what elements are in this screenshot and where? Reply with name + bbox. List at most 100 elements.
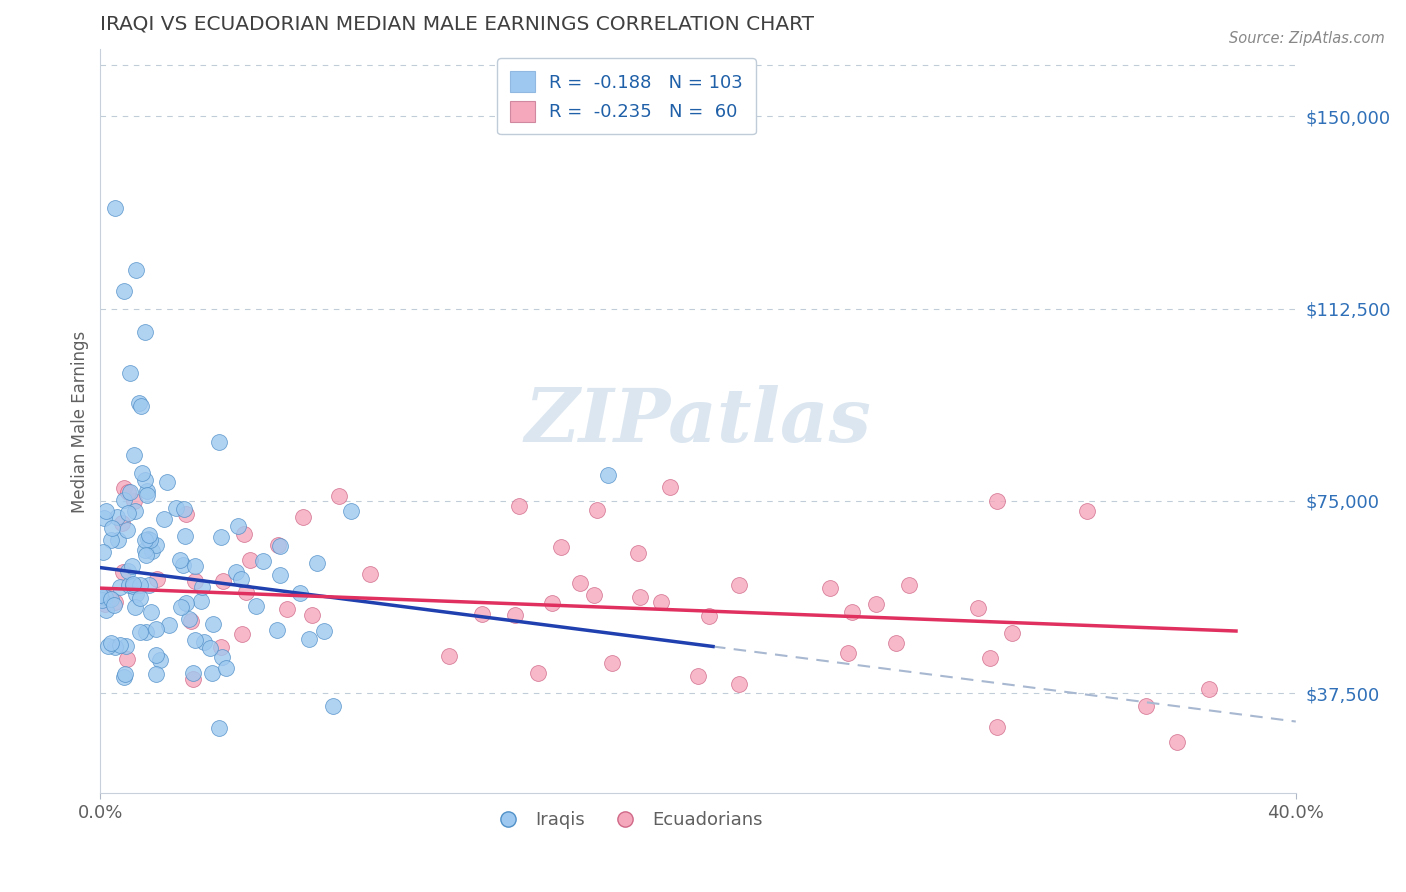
Point: [209, 530, 232, 544]
Point: [1076, 504, 1098, 518]
Point: [94, 590, 117, 604]
Point: [865, 597, 887, 611]
Point: [138, 528, 160, 542]
Legend: Iraqis, Ecuadorians: Iraqis, Ecuadorians: [484, 804, 769, 837]
Point: [104, 640, 127, 654]
Point: [114, 639, 136, 653]
Point: [114, 666, 136, 681]
Point: [124, 448, 146, 462]
Point: [471, 607, 494, 622]
Point: [322, 698, 344, 713]
Point: [208, 721, 231, 735]
Point: [650, 595, 672, 609]
Point: [118, 485, 141, 500]
Point: [314, 624, 336, 638]
Point: [190, 594, 212, 608]
Point: [145, 666, 167, 681]
Point: [1198, 682, 1220, 697]
Point: [115, 523, 138, 537]
Point: [117, 564, 139, 578]
Point: [508, 499, 530, 513]
Point: [174, 596, 197, 610]
Point: [686, 669, 709, 683]
Point: [107, 509, 129, 524]
Point: [503, 608, 526, 623]
Point: [117, 485, 139, 500]
Point: [209, 640, 232, 655]
Point: [134, 543, 156, 558]
Point: [157, 618, 180, 632]
Point: [112, 481, 135, 495]
Point: [124, 504, 146, 518]
Point: [291, 510, 314, 524]
Point: [120, 366, 142, 380]
Point: [122, 576, 145, 591]
Point: [884, 636, 907, 650]
Point: [267, 538, 290, 552]
Point: [439, 649, 461, 664]
Point: [290, 586, 312, 600]
Point: [117, 506, 139, 520]
Point: [136, 532, 159, 546]
Point: [245, 599, 267, 614]
Text: ZIPatlas: ZIPatlas: [524, 385, 872, 458]
Point: [269, 539, 291, 553]
Point: [298, 632, 321, 646]
Point: [139, 533, 162, 547]
Point: [135, 488, 157, 502]
Point: [211, 649, 233, 664]
Point: [122, 493, 145, 508]
Point: [138, 578, 160, 592]
Point: [239, 552, 262, 566]
Point: [527, 665, 550, 680]
Point: [198, 641, 221, 656]
Point: [165, 501, 187, 516]
Point: [301, 608, 323, 623]
Point: [136, 483, 159, 498]
Point: [598, 468, 620, 483]
Point: [1001, 625, 1024, 640]
Point: [125, 263, 148, 277]
Point: [100, 592, 122, 607]
Point: [201, 617, 224, 632]
Point: [100, 533, 122, 547]
Point: [180, 614, 202, 628]
Point: [173, 502, 195, 516]
Point: [266, 623, 288, 637]
Point: [124, 600, 146, 615]
Point: [100, 636, 122, 650]
Point: [550, 540, 572, 554]
Point: [181, 666, 204, 681]
Point: [145, 648, 167, 662]
Point: [134, 473, 156, 487]
Point: [231, 627, 253, 641]
Point: [184, 632, 207, 647]
Point: [134, 533, 156, 547]
Point: [121, 558, 143, 573]
Point: [103, 599, 125, 613]
Point: [153, 512, 176, 526]
Point: [145, 622, 167, 636]
Point: [174, 529, 197, 543]
Point: [172, 558, 194, 573]
Point: [145, 572, 167, 586]
Text: Source: ZipAtlas.com: Source: ZipAtlas.com: [1229, 31, 1385, 46]
Point: [179, 612, 201, 626]
Point: [183, 558, 205, 573]
Text: IRAQI VS ECUADORIAN MEDIAN MALE EARNINGS CORRELATION CHART: IRAQI VS ECUADORIAN MEDIAN MALE EARNINGS…: [100, 15, 814, 34]
Point: [89, 588, 111, 602]
Point: [820, 582, 842, 596]
Point: [170, 600, 193, 615]
Point: [139, 605, 162, 619]
Point: [104, 594, 127, 608]
Point: [190, 580, 212, 594]
Point: [93, 597, 115, 611]
Point: [986, 720, 1008, 734]
Point: [128, 396, 150, 410]
Point: [582, 588, 605, 602]
Point: [658, 480, 681, 494]
Point: [129, 624, 152, 639]
Point: [112, 284, 135, 298]
Point: [145, 538, 167, 552]
Point: [112, 565, 135, 579]
